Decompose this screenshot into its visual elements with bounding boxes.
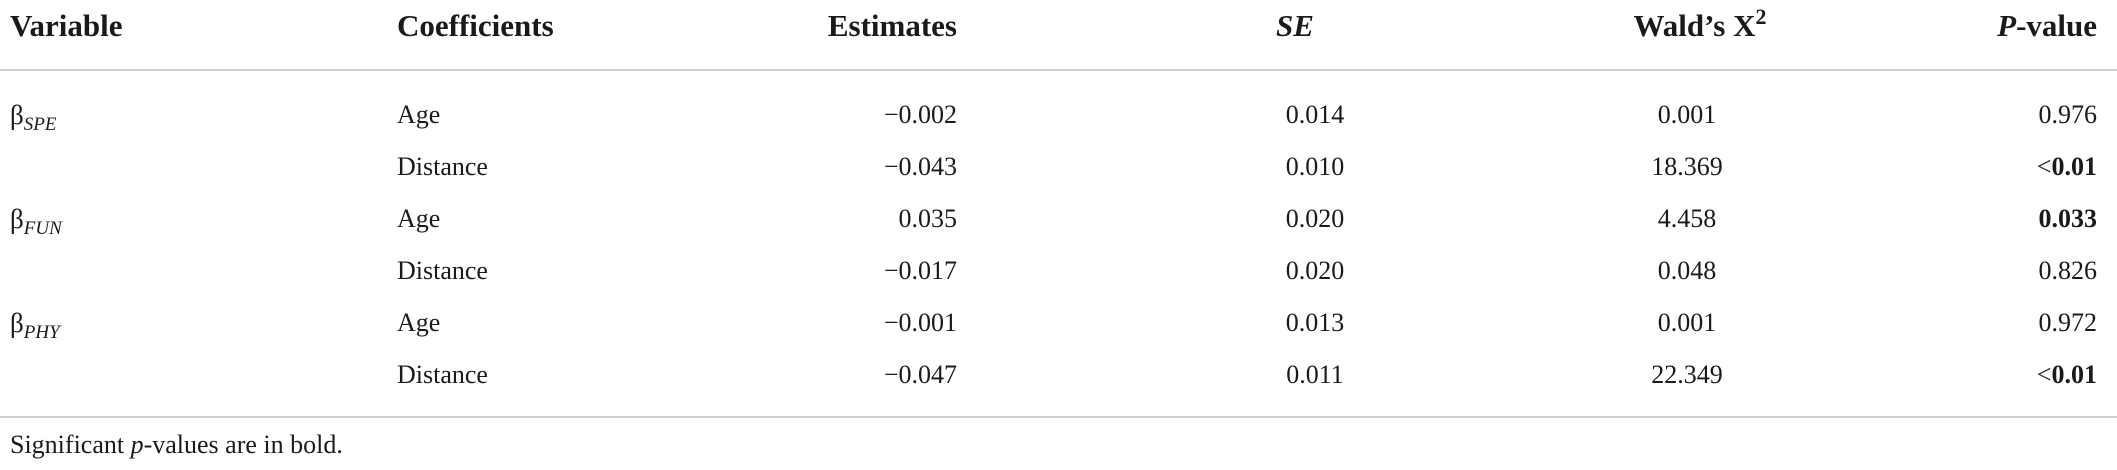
- estimate-cell: −0.001: [883, 308, 957, 337]
- estimate-cell: −0.017: [883, 256, 957, 285]
- se-cell: 0.014: [1285, 100, 1345, 129]
- p-number: 0.826: [2038, 256, 2098, 285]
- beta-subscript: SPE: [23, 114, 57, 135]
- footnote-post: -values are in bold.: [143, 430, 343, 459]
- wald-cell: 22.349: [1651, 360, 1723, 389]
- coef-cell: Distance: [397, 256, 488, 285]
- header-coefficients: Coefficients: [397, 8, 554, 43]
- footnote-p: p: [130, 430, 144, 459]
- table-footnote: Significant p-values are in bold.: [10, 428, 343, 462]
- p-number: 0.033: [2038, 204, 2098, 233]
- wald-cell: 4.458: [1657, 204, 1717, 233]
- p-value-cell: 0.033: [2039, 202, 2098, 236]
- estimate-cell: −0.002: [883, 100, 957, 129]
- p-value-cell: 0.972: [2039, 306, 2098, 340]
- footer-rule: [0, 416, 2117, 418]
- wald-cell: 18.369: [1651, 152, 1723, 181]
- p-value-cell: <0.01: [2037, 358, 2097, 392]
- header-p-italic: P: [1997, 8, 2017, 43]
- group-label: βSPE: [10, 98, 57, 135]
- se-cell: 0.020: [1285, 204, 1345, 233]
- footnote-pre: Significant: [10, 430, 131, 459]
- p-number: 0.972: [2038, 308, 2098, 337]
- wald-cell: 0.001: [1657, 100, 1717, 129]
- group-label: βPHY: [10, 306, 60, 343]
- header-wald-superscript: 2: [1755, 4, 1767, 29]
- coef-cell: Distance: [397, 360, 488, 389]
- header-wald: Wald’s X2: [1610, 6, 1790, 46]
- coef-cell: Age: [397, 100, 441, 129]
- se-cell: 0.011: [1286, 360, 1344, 389]
- estimate-cell: 0.035: [898, 204, 958, 233]
- header-p-rest: -value: [2016, 8, 2097, 43]
- beta-symbol: β: [10, 100, 24, 130]
- header-estimates: Estimates: [827, 8, 957, 43]
- se-cell: 0.010: [1285, 152, 1345, 181]
- se-cell: 0.013: [1285, 308, 1345, 337]
- beta-symbol: β: [10, 308, 24, 338]
- wald-cell: 0.048: [1657, 256, 1717, 285]
- p-prefix: <: [2036, 152, 2052, 181]
- p-number: 0.01: [2051, 360, 2098, 389]
- p-number: 0.976: [2038, 100, 2098, 129]
- p-number: 0.01: [2051, 152, 2098, 181]
- estimate-cell: −0.043: [883, 152, 957, 181]
- wald-cell: 0.001: [1657, 308, 1717, 337]
- p-prefix: <: [2036, 360, 2052, 389]
- group-label: βFUN: [10, 202, 62, 239]
- beta-symbol: β: [10, 204, 24, 234]
- header-se-text: SE: [1276, 8, 1314, 43]
- estimate-cell: −0.047: [883, 360, 957, 389]
- coef-cell: Distance: [397, 152, 488, 181]
- coef-cell: Age: [397, 308, 441, 337]
- beta-subscript: PHY: [23, 322, 60, 343]
- coef-cell: Age: [397, 204, 441, 233]
- p-value-cell: 0.976: [2039, 98, 2098, 132]
- header-rule: [0, 69, 2117, 71]
- se-cell: 0.020: [1285, 256, 1345, 285]
- header-variable: Variable: [10, 8, 123, 43]
- header-se: SE: [1255, 6, 1335, 46]
- header-wald-text: Wald’s X: [1633, 8, 1756, 43]
- p-value-cell: 0.826: [2039, 254, 2098, 288]
- header-p-value: P-value: [1997, 6, 2097, 46]
- p-value-cell: <0.01: [2037, 150, 2097, 184]
- beta-subscript: FUN: [23, 218, 62, 239]
